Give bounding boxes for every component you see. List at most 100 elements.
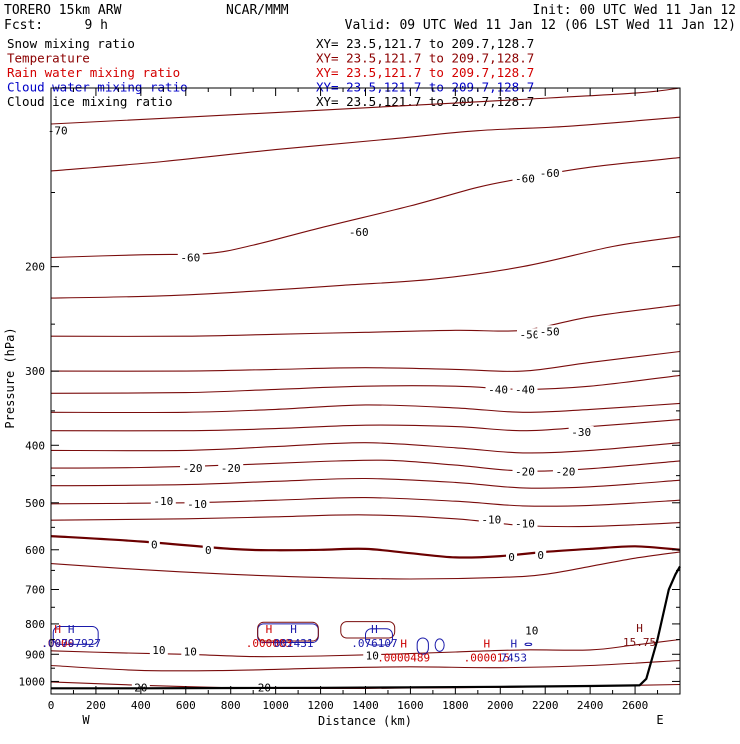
extremum-value: 7453: [501, 652, 528, 665]
extremum-marker: H: [483, 638, 490, 651]
contour-label-bg: [177, 251, 203, 264]
x-tick-label: 1800: [442, 699, 469, 712]
temperature-contour-m45: [51, 350, 680, 372]
contour-label-bg: [568, 426, 594, 439]
y-tick-label: 600: [25, 544, 45, 557]
legend-xy: XY= 23.5,121.7 to 209.7,128.7: [316, 80, 534, 95]
contour-label-bg: [202, 543, 214, 556]
contour-label: -30: [571, 426, 591, 439]
contour-label-bg: [184, 497, 210, 510]
contour-label-bg: [512, 383, 538, 396]
x-tick-label: 2400: [577, 699, 604, 712]
x-tick-label: 800: [221, 699, 241, 712]
extremum-marker: H: [510, 638, 517, 651]
contour-label-bg: [512, 517, 538, 530]
model-title: TORERO 15km ARW: [4, 3, 122, 18]
contour-label: 10: [184, 646, 197, 659]
legend-xy: XY= 23.5,121.7 to 209.7,128.7: [316, 94, 534, 109]
x-tick-label: 600: [176, 699, 196, 712]
contour-label-bg: [485, 383, 511, 396]
contour-label-bg: [512, 465, 538, 478]
contour-label-bg: [478, 513, 504, 526]
extremum-value: .00797927: [41, 637, 101, 650]
contour-label: -50: [520, 328, 540, 341]
x-tick-label: 0: [48, 699, 55, 712]
y-tick-label: 900: [25, 648, 45, 661]
valid-time: Valid: 09 UTC Wed 11 Jan 12 (06 LST Wed …: [345, 18, 736, 33]
axes: 0 200 400 600 800 1000 1200 1400 1600 1800 2000 220…: [19, 87, 681, 712]
contour-label-bg: [535, 548, 547, 561]
contour-label-bg: [512, 172, 538, 185]
contour-label: -10: [515, 518, 535, 531]
west-endpoint: W: [82, 713, 90, 727]
temperature-contour-m15: [51, 477, 680, 489]
contour-label: -10: [481, 514, 501, 527]
cloud-contour: [365, 628, 393, 646]
extremum-value: 15.75: [623, 636, 656, 649]
contour-label: -70: [48, 125, 68, 138]
contour-label-bg: [537, 166, 563, 179]
x-tick-label: 1400: [352, 699, 379, 712]
x-tick-label: 1200: [307, 699, 334, 712]
temperature-contour-m35: [51, 402, 680, 414]
cloud-contour: [340, 621, 396, 639]
temperature-contour-m25: [51, 442, 680, 454]
extremum-value: .000015: [464, 652, 510, 665]
x-tick-label: 2000: [487, 699, 514, 712]
y-tick-label: 300: [25, 365, 45, 378]
contour-label: -60: [349, 226, 369, 239]
temperature-contour-m20: [51, 459, 680, 472]
contour-label-bg: [346, 226, 372, 239]
x-axis-label: Distance (km): [318, 714, 412, 728]
contour-label-bg: [506, 550, 518, 563]
temperature-contour-m40: [51, 374, 680, 394]
contour-label-bg: [150, 495, 176, 508]
y-tick-label: 1000: [19, 675, 46, 688]
temperature-contour-0: [51, 535, 680, 559]
extremum-value: .0000: [41, 637, 74, 650]
x-tick-label: 1600: [397, 699, 424, 712]
contour-labels: -70 -60 -60 -60 -60 -50 -50 -40 -40 -30 -20 -20 -20 -…: [45, 124, 594, 694]
extremum-marker: H: [54, 623, 61, 636]
x-tick-label: 2200: [532, 699, 559, 712]
contour-label-bg: [180, 462, 206, 475]
legend-name: Rain water mixing ratio: [7, 65, 180, 80]
contour-label: -20: [515, 466, 535, 479]
x-tick-label: 400: [131, 699, 151, 712]
y-tick-label: 700: [25, 584, 45, 597]
contour-label-bg: [181, 645, 200, 658]
contour-label: -20: [555, 466, 575, 479]
temperature-contour-m50: [51, 304, 680, 337]
cloud-contour: [257, 621, 319, 642]
contour-label: -10: [187, 498, 207, 511]
temperature-contour-m60: [51, 157, 680, 259]
extremum-marker: H: [68, 623, 75, 636]
temperature-contours: [51, 88, 680, 690]
temperature-contour-m65: [51, 116, 680, 172]
plot-frame: [50, 87, 681, 695]
legend-name: Temperature: [7, 51, 90, 66]
init-time: Init: 00 UTC Wed 11 Jan 12: [533, 3, 737, 18]
x-tick-label: 1000: [262, 699, 289, 712]
temperature-contour-m5: [51, 514, 680, 528]
contour-label-bg: [149, 644, 168, 657]
contour-label: -60: [540, 167, 560, 180]
cloud-contour: [524, 642, 533, 647]
contour-label: 0: [205, 544, 212, 557]
extremum-marker: H: [636, 622, 643, 635]
legend-name: Snow mixing ratio: [7, 36, 135, 51]
center-title: NCAR/MMM: [226, 3, 289, 18]
contour-label: -40: [488, 383, 508, 396]
temperature-contour-m10: [51, 497, 680, 507]
cloud-contour: [52, 625, 99, 645]
contour-label-bg: [363, 649, 382, 662]
legend-xy: XY= 23.5,121.7 to 209.7,128.7: [316, 65, 534, 80]
cloud-contour: [416, 637, 429, 655]
legend-name: Cloud ice mixing ratio: [7, 94, 173, 109]
contour-label: -60: [180, 251, 200, 264]
contour-label: -20: [183, 462, 203, 475]
contour-label: 0: [151, 539, 158, 552]
y-tick-label: 800: [25, 618, 45, 631]
